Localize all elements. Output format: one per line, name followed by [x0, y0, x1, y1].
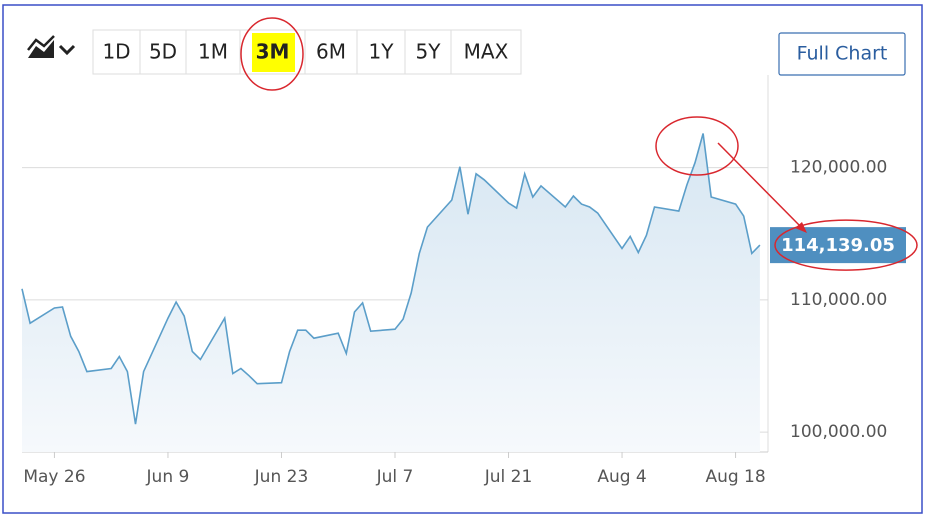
- active-highlight: [252, 33, 295, 72]
- y-tick-label: 110,000.00: [790, 290, 887, 310]
- range-button[interactable]: 5Y: [416, 40, 442, 64]
- range-button[interactable]: 3M: [256, 40, 290, 64]
- x-tick-label: Jul 7: [376, 467, 414, 487]
- range-toolbar: 1D 5D 1M 3M 6M 1Y 5Y MAX: [92, 29, 522, 75]
- x-tick-label: Jun 23: [254, 467, 309, 487]
- x-tick-label: Jul 21: [484, 467, 533, 487]
- annotation-circle: [774, 219, 918, 271]
- range-button[interactable]: MAX: [464, 40, 509, 64]
- range-button[interactable]: 1D: [102, 40, 130, 64]
- y-tick-label: 120,000.00: [790, 158, 887, 178]
- y-tick-label: 100,000.00: [790, 422, 887, 442]
- last-price-tag: [770, 227, 906, 264]
- toolbar-box: [92, 29, 522, 75]
- full-chart-button[interactable]: [778, 32, 906, 76]
- last-price-label: 114,139.05: [781, 235, 895, 256]
- full-chart-label[interactable]: Full Chart: [797, 43, 888, 65]
- x-tick-label: Aug 18: [705, 467, 765, 487]
- chart-type-icon[interactable]: [27, 35, 76, 58]
- x-tick-label: Jun 9: [146, 467, 190, 487]
- annotation-circle: [240, 17, 304, 91]
- area-fill: [22, 133, 760, 452]
- annotation-circle: [655, 116, 739, 176]
- range-button[interactable]: 5D: [149, 40, 177, 64]
- annotation-arrow: [717, 142, 804, 230]
- range-button[interactable]: 1Y: [369, 40, 395, 64]
- price-line: [21, 133, 761, 425]
- x-tick-label: Aug 4: [597, 467, 646, 487]
- range-button[interactable]: 6M: [316, 40, 346, 64]
- plot: 100,000.00 110,000.00 120,000.00 May 26 Jun …: [21, 75, 906, 487]
- annotation-arrowhead: [795, 222, 807, 233]
- x-tick-label: May 26: [23, 467, 85, 487]
- range-button[interactable]: 1M: [198, 40, 228, 64]
